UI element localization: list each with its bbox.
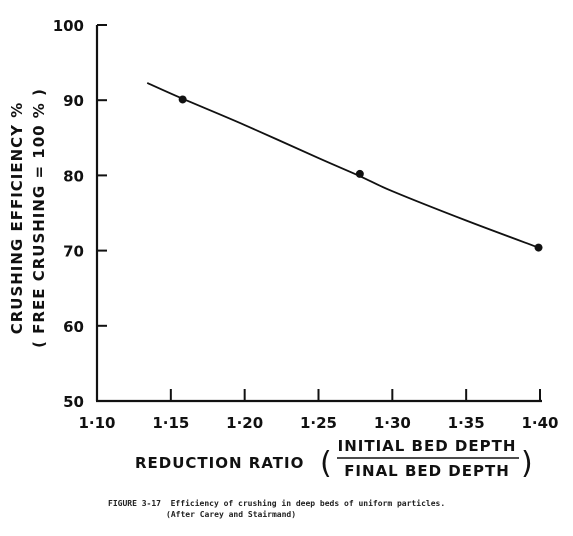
x-tick-label: 1·35 [448, 414, 485, 432]
axes [95, 25, 542, 403]
x-tick-label: 1·15 [152, 414, 189, 432]
y-axis-label-group-2: ( FREE CRUSHING = 100 % ) [30, 88, 48, 348]
data-points [178, 95, 543, 252]
y-ticks: 50 60 70 80 90 100 [53, 17, 107, 411]
data-point [355, 169, 364, 178]
x-tick-label: 1·10 [78, 414, 115, 432]
y-tick-label: 50 [63, 393, 84, 411]
y-tick-label: 90 [63, 92, 84, 110]
x-tick-label: 1·40 [521, 414, 558, 432]
x-ticks: 1·10 1·15 1·20 1·25 1·30 1·35 1·40 [78, 389, 559, 432]
figure-caption: FIGURE 3-17 Efficiency of crushing in de… [108, 498, 445, 520]
y-tick-label: 80 [63, 167, 84, 185]
x-tick-label: 1·20 [226, 414, 263, 432]
y-axis-label-line2: ( FREE CRUSHING = 100 % ) [30, 88, 48, 348]
x-axis-label-numerator: INITIAL BED DEPTH [338, 437, 517, 455]
data-point [534, 243, 543, 252]
y-axis-label-group: CRUSHING EFFICIENCY % [8, 102, 26, 335]
x-axis-label: REDUCTION RATIO [135, 454, 304, 472]
y-axis-label-line1: CRUSHING EFFICIENCY % [8, 102, 26, 335]
y-tick-label: 60 [63, 318, 84, 336]
x-axis-label-denominator: FINAL BED DEPTH [344, 462, 510, 480]
efficiency-curve [146, 82, 539, 249]
x-tick-label: 1·30 [374, 414, 411, 432]
caption-line2: (After Carey and Stairmand) [166, 510, 297, 519]
x-axis-label-close-paren: ) [521, 446, 533, 481]
caption-line1: FIGURE 3-17 Efficiency of crushing in de… [108, 499, 446, 508]
x-axis-label-open-paren: ( [320, 446, 332, 481]
data-point [178, 95, 187, 104]
x-tick-label: 1·25 [300, 414, 337, 432]
y-tick-label: 100 [53, 17, 84, 35]
y-tick-label: 70 [63, 243, 84, 261]
